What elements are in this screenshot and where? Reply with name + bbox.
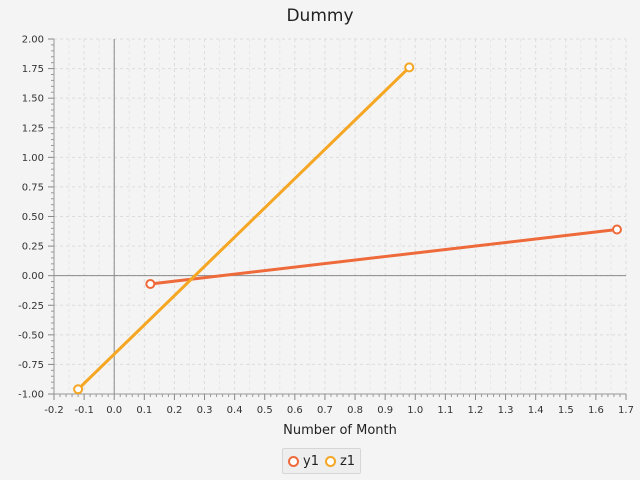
- y-tick-label: 0.75: [22, 182, 44, 193]
- legend-item-y1: y1: [288, 454, 319, 469]
- y-tick-label: 1.50: [22, 94, 44, 105]
- x-tick-label: 0.2: [166, 405, 182, 416]
- legend-symbol: [324, 455, 336, 467]
- legend: y1 z1: [282, 448, 362, 474]
- data-point-z1: [73, 384, 84, 395]
- y-tick-label: -0.75: [18, 360, 44, 371]
- series-layer: [73, 62, 622, 395]
- axis-layer: -1.00-0.75-0.50-0.250.000.250.500.751.00…: [18, 35, 634, 417]
- y-tick-label: -0.25: [18, 301, 44, 312]
- x-tick-label: 1.0: [407, 405, 423, 416]
- y-tick-label: 2.00: [22, 35, 44, 46]
- x-tick-label: 1.7: [618, 405, 634, 416]
- x-tick-label: 1.1: [437, 405, 453, 416]
- y-tick-label: 0.50: [22, 212, 44, 223]
- y-tick-label: 1.00: [22, 153, 44, 164]
- y-tick-label: 0.25: [22, 242, 44, 253]
- x-tick-label: 0.1: [136, 405, 152, 416]
- legend-symbol: [288, 455, 299, 467]
- x-tick-label: -0.2: [44, 405, 64, 416]
- x-axis-label: Number of Month: [283, 423, 397, 438]
- legend-label: y1: [303, 453, 319, 469]
- x-tick-label: 1.6: [588, 405, 604, 416]
- x-tick-label: 1.4: [528, 405, 544, 416]
- x-tick-label: 0.8: [347, 405, 363, 416]
- legend-label: z1: [339, 453, 356, 469]
- data-point-z1: [404, 62, 415, 73]
- x-tick-label: 1.5: [558, 405, 574, 416]
- x-tick-label: 0.7: [317, 405, 333, 416]
- x-tick-label: 1.3: [498, 405, 514, 416]
- y-tick-label: -0.50: [18, 330, 44, 341]
- y-tick-label: 1.75: [22, 64, 44, 75]
- y-tick-label: -1.00: [18, 390, 44, 401]
- x-tick-label: -0.1: [74, 405, 94, 416]
- x-tick-label: 0.4: [227, 405, 243, 416]
- chart-title: Dummy: [286, 6, 354, 26]
- data-point-y1: [145, 278, 156, 289]
- x-tick-label: 0.6: [287, 405, 303, 416]
- x-tick-label: 0.3: [197, 405, 213, 416]
- series-line-y1: [148, 228, 619, 286]
- x-tick-label: 0.0: [106, 405, 122, 416]
- x-tick-label: 0.5: [257, 405, 273, 416]
- data-point-y1: [611, 224, 622, 235]
- legend-item-z1: z1: [324, 453, 356, 469]
- x-tick-label: 0.9: [377, 405, 393, 416]
- x-tick-label: 1.2: [468, 405, 484, 416]
- y-tick-label: 0.00: [22, 271, 44, 282]
- series-line-z1: [76, 65, 411, 391]
- y-tick-label: 1.25: [22, 123, 44, 134]
